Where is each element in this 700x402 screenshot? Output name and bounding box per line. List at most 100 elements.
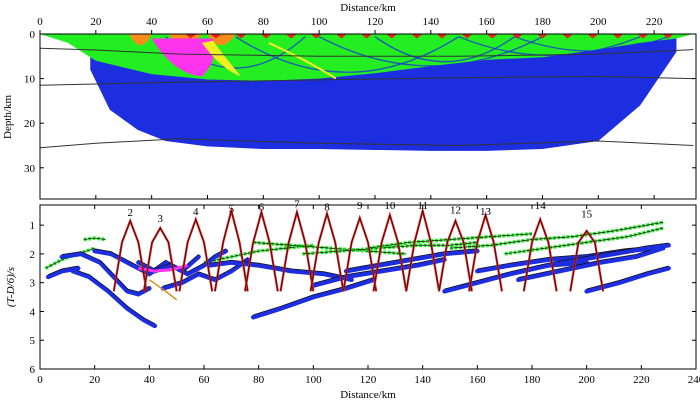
blue-phase-fit: [253, 277, 374, 316]
x-tick-label: 100: [311, 16, 328, 28]
blue-phase-fit: [48, 265, 79, 275]
bottom-x-axis-label: Distance/km: [340, 389, 396, 401]
x-tick-label: 220: [633, 374, 650, 386]
x-tick-label: 80: [258, 16, 270, 28]
surface-ray-mark: [386, 34, 398, 39]
x-tick-label: 40: [144, 374, 156, 386]
green-phase-fit: [367, 233, 533, 249]
blue-phase-series: [207, 260, 354, 283]
surface-ray-mark: [260, 34, 272, 39]
blue-phase-fit: [72, 268, 155, 324]
ray-arc: [318, 36, 543, 67]
x-tick-label: 180: [524, 374, 541, 386]
x-tick-label: 40: [146, 16, 158, 28]
y-tick-label: 20: [24, 118, 36, 130]
blue-phase-series: [250, 277, 376, 320]
shot-direct-wave-fit: [405, 209, 440, 292]
surface-ray-mark: [310, 34, 322, 39]
surface-ray-mark: [612, 34, 624, 39]
ray-arc: [374, 36, 515, 63]
shot-label: 4: [193, 206, 199, 218]
surface-ray-mark: [662, 34, 674, 39]
x-tick-label: 220: [646, 16, 663, 28]
top-x-axis-label: Distance/km: [340, 2, 396, 14]
shallow-ray-patch: [129, 34, 152, 46]
blue-phase-fit: [313, 257, 445, 284]
shot-label: 14: [535, 200, 547, 212]
y-tick-label: 6: [30, 364, 36, 376]
x-tick-label: 20: [89, 374, 101, 386]
shot-label: 6: [259, 201, 265, 213]
y-tick-label: 4: [30, 306, 36, 318]
shot-direct-wave-fit: [280, 210, 314, 292]
y-tick-label: 2: [30, 249, 36, 261]
shot-label: 9: [357, 200, 363, 212]
x-tick-label: 160: [478, 16, 495, 28]
y-tick-label: 5: [30, 335, 36, 347]
layer-boundary: [40, 138, 694, 149]
shot-label: 3: [158, 213, 164, 225]
x-tick-label: 200: [590, 16, 607, 28]
shot-direct-wave-fit: [310, 212, 344, 292]
surface-ray-mark: [486, 34, 498, 39]
x-tick-label: 120: [367, 16, 384, 28]
ray-arc: [235, 36, 460, 73]
y-tick-label: 0: [30, 29, 36, 41]
depth-axis: 0 10 20 30: [24, 29, 696, 175]
surface-ray-mark: [411, 34, 423, 39]
shot-label: 12: [450, 204, 461, 216]
blue-phase-fit: [518, 245, 664, 278]
blue-phase-fit: [548, 242, 669, 264]
x-tick-label: 60: [199, 374, 211, 386]
ray-coverage-plot: [40, 34, 694, 151]
x-tick-label: 60: [202, 16, 214, 28]
x-tick-label: 100: [305, 374, 322, 386]
layer-boundary: [40, 75, 694, 86]
surface-ray-mark: [285, 34, 297, 39]
x-tick-label: 140: [414, 374, 431, 386]
travel-time-plot: [44, 206, 671, 329]
shot-label: 13: [480, 206, 492, 218]
green-phase-fit: [83, 237, 106, 240]
shot-direct-wave: [142, 225, 178, 292]
x-tick-label: 180: [534, 16, 551, 28]
surface-ray-mark: [436, 34, 448, 39]
yellow-ray-patch: [201, 40, 241, 77]
blue-phase-series: [70, 268, 158, 329]
shot-direct-wave-fit: [143, 227, 178, 292]
y-tick-label: 30: [24, 163, 36, 175]
shot-direct-wave-fit: [373, 213, 407, 292]
blue-phase-fit: [209, 259, 352, 278]
shot-label: 10: [384, 200, 396, 212]
blue-phase-fit: [138, 248, 227, 273]
x-tick-label: 200: [578, 374, 595, 386]
shot-direct-wave-fit: [468, 213, 503, 292]
shot-direct-wave: [437, 217, 473, 292]
surface-ray-mark: [562, 34, 574, 39]
x-tick-label: 160: [469, 374, 486, 386]
blue-phase-series: [160, 257, 250, 291]
shot-direct-wave-fit: [113, 219, 147, 292]
blue-phase-fit: [162, 257, 248, 287]
blue-phase-series: [546, 243, 671, 268]
depth-profile-panel: 0 20 40 60 80 100 120 140 160 180 200 220 0 10 20 30 D…: [2, 2, 697, 200]
shot-direct-wave-fit: [523, 218, 557, 292]
top-plot-frame: [39, 33, 697, 200]
shot-direct-wave-fit: [343, 216, 377, 292]
orange-phase-series: [148, 279, 178, 301]
surface-ray-mark: [587, 34, 599, 39]
surface-ray-mark: [637, 34, 649, 39]
shot-direct-wave: [522, 216, 558, 292]
pink-ray-patch: [151, 38, 215, 77]
x-tick-label: 20: [90, 16, 102, 28]
y-tick-label: 3: [30, 278, 36, 290]
bottom-x-axis: 0 20 40 60 80 100 120 140 160 180 200 220 240: [37, 205, 700, 386]
y-tick-label: 10: [24, 74, 36, 86]
surface-ray-mark: [210, 34, 222, 39]
x-tick-label: 140: [423, 16, 440, 28]
surface-ray-mark: [461, 34, 473, 39]
time-axis: 1 2 3 4 5 6: [30, 220, 696, 376]
surface-ray-mark: [235, 34, 247, 39]
time-axis-label: (T-D/6)/s: [5, 267, 17, 307]
